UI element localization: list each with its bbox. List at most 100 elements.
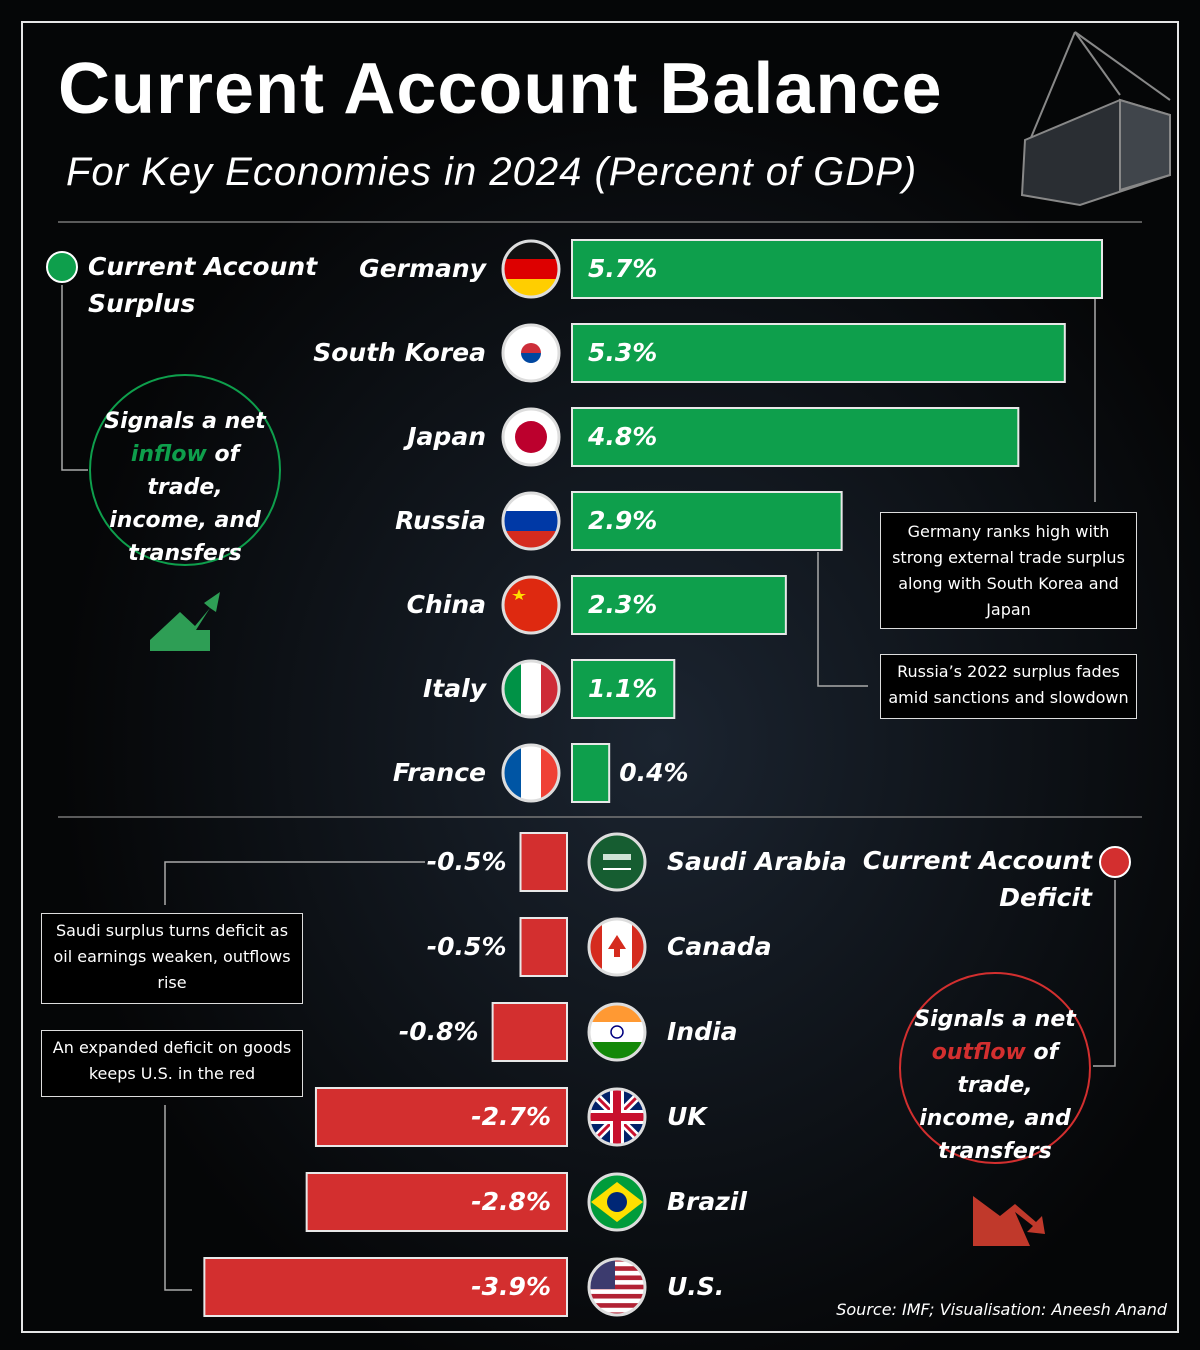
flag-part (504, 494, 558, 512)
flag-part (590, 1261, 644, 1267)
flag-ring (587, 917, 647, 977)
note-circle (89, 374, 281, 566)
surplus-note: Signals a net inflow of trade, income, a… (95, 405, 275, 570)
value-label: 5.7% (588, 254, 657, 283)
bar (519, 917, 569, 977)
flag (590, 1175, 644, 1229)
flag-part (590, 835, 644, 889)
annotation: Germany ranks high with strong external … (880, 512, 1137, 629)
category-label: Germany (359, 254, 488, 283)
flag-part (504, 578, 558, 632)
flag-ring (587, 832, 647, 892)
value-label: 0.4% (619, 758, 688, 787)
bar (314, 1087, 568, 1147)
bar (519, 832, 569, 892)
bar (571, 239, 1103, 299)
note-circle (899, 972, 1091, 1164)
flag-ring (501, 239, 561, 299)
legend-label: Current Account Surplus (88, 252, 318, 318)
bar (571, 659, 676, 719)
flag-ring (501, 323, 561, 383)
value-label: -3.9% (471, 1272, 551, 1301)
flag-ring (587, 1257, 647, 1317)
category-label: UK (667, 1102, 708, 1131)
flag (590, 835, 644, 889)
flag-part (521, 662, 542, 716)
connector (1093, 880, 1116, 1067)
flag-part (521, 353, 541, 363)
value-label: 5.3% (588, 338, 657, 367)
flag-part (603, 854, 631, 860)
category-label: France (393, 758, 486, 787)
flag-part (590, 1090, 644, 1144)
flag-part (504, 279, 558, 296)
category-label: Brazil (667, 1187, 747, 1216)
flag-part (617, 920, 633, 974)
flag-part (521, 746, 542, 800)
flag-part (521, 343, 541, 353)
legend-marker (46, 251, 78, 283)
bar (571, 323, 1066, 383)
bar (305, 1172, 568, 1232)
flag-ring (501, 491, 561, 551)
flag-part (504, 511, 558, 532)
flag-part (504, 662, 522, 716)
flag-ring (501, 659, 561, 719)
bar (571, 743, 611, 803)
legend-label: Current Account Deficit (862, 846, 1092, 912)
flag (504, 494, 558, 548)
flag-part (590, 1260, 644, 1262)
flag-part (590, 1298, 644, 1304)
category-label: Japan (402, 422, 486, 451)
flag-part (590, 1266, 644, 1272)
annotation: Saudi surplus turns deficit as oil earni… (41, 913, 303, 1004)
flag-ring (501, 407, 561, 467)
deficit-note: Signals a net outflow of trade, income, … (905, 1003, 1085, 1168)
flag-part (590, 1270, 644, 1276)
note-text: of trade, income, and transfers (109, 442, 261, 566)
source: Source: IMF; Visualisation: Aneesh Anand (836, 1300, 1167, 1319)
flag-ring (587, 1087, 647, 1147)
value-label: 4.8% (587, 422, 657, 451)
bar (571, 575, 787, 635)
flag-part (610, 1025, 624, 1039)
connector (817, 552, 868, 687)
flag-part (590, 1307, 644, 1313)
flag-part (590, 1280, 644, 1285)
value-label: -2.7% (471, 1102, 551, 1131)
category-label: South Korea (313, 338, 486, 367)
flag-part (590, 1284, 644, 1290)
flag (590, 1260, 644, 1314)
value-label: -2.8% (471, 1187, 551, 1216)
annotation: An expanded deficit on goods keeps U.S. … (41, 1030, 303, 1097)
connector (164, 861, 425, 905)
chart-title: Current Account Balance (58, 49, 943, 129)
category-label: India (667, 1017, 737, 1046)
flag (504, 578, 558, 632)
flag-part (590, 1275, 644, 1281)
flag-ring (587, 1002, 647, 1062)
flag-part (504, 531, 558, 548)
flag-part (590, 1312, 644, 1314)
value-label: 1.1% (588, 674, 657, 703)
flag (504, 746, 558, 800)
category-label: Russia (395, 506, 486, 535)
flag-part (590, 1303, 644, 1309)
annotation: Russia’s 2022 surplus fades amid sanctio… (880, 654, 1137, 719)
bar (491, 1002, 569, 1062)
flag-part (590, 1005, 644, 1023)
flag-ring (587, 1172, 647, 1232)
note-highlight: outflow (931, 1040, 1026, 1065)
frame (21, 21, 1179, 1333)
note-text: Signals a net (104, 409, 266, 434)
category-label: Italy (423, 674, 488, 703)
note-text: of trade, income, and transfers (919, 1040, 1071, 1164)
flag-part (541, 662, 558, 716)
value-label: -0.5% (427, 932, 507, 961)
flag-part (504, 259, 558, 280)
category-label: Saudi Arabia (667, 847, 847, 876)
flag-part (607, 1192, 627, 1212)
trend-down-icon (973, 1196, 1045, 1246)
note-text: Signals a net (914, 1007, 1076, 1032)
